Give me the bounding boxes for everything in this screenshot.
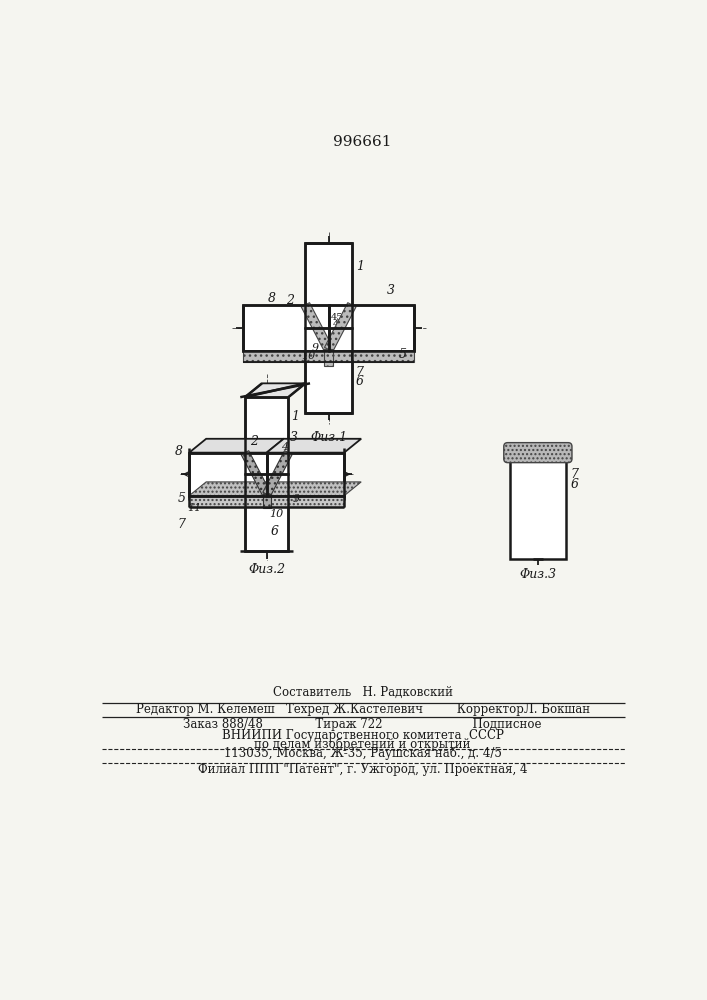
Text: 3: 3 <box>290 431 298 444</box>
Text: 11: 11 <box>187 503 201 513</box>
Polygon shape <box>245 397 288 474</box>
Text: 4: 4 <box>344 309 351 319</box>
Text: Редактор М. Келемеш   Техред Ж.Кастелевич         КорректорЛ. Бокшан: Редактор М. Келемеш Техред Ж.Кастелевич … <box>136 703 590 716</box>
Text: 8: 8 <box>268 292 276 305</box>
Text: 9: 9 <box>312 343 319 353</box>
Text: 1: 1 <box>291 410 300 423</box>
Polygon shape <box>263 451 292 496</box>
Text: 3: 3 <box>387 284 395 297</box>
Text: 1: 1 <box>356 260 363 273</box>
Polygon shape <box>189 453 267 496</box>
FancyBboxPatch shape <box>504 443 572 463</box>
Text: 45°: 45° <box>332 320 350 329</box>
Text: Φиз.3: Φиз.3 <box>520 568 556 581</box>
Text: 5: 5 <box>177 492 185 505</box>
Polygon shape <box>189 439 284 453</box>
Text: 9: 9 <box>292 494 299 504</box>
Bar <box>243 305 329 351</box>
Polygon shape <box>263 494 271 508</box>
Bar <box>510 459 566 559</box>
Polygon shape <box>267 439 361 453</box>
Polygon shape <box>245 383 305 397</box>
Bar <box>305 328 352 413</box>
Text: 2: 2 <box>250 435 257 448</box>
Text: 6: 6 <box>571 478 578 491</box>
Polygon shape <box>189 496 344 507</box>
Bar <box>329 305 414 351</box>
Text: ВНИИПИ Государственного комитета  СССР: ВНИИПИ Государственного комитета СССР <box>222 729 503 742</box>
Bar <box>305 328 352 413</box>
Text: 6: 6 <box>271 525 279 538</box>
Polygon shape <box>245 474 288 551</box>
Polygon shape <box>243 351 414 362</box>
Bar <box>329 305 414 351</box>
Text: 6: 6 <box>356 375 363 388</box>
Text: по делам изобретений и открытий: по делам изобретений и открытий <box>255 738 471 751</box>
Bar <box>243 305 329 351</box>
Text: 113035, Москва, Ж-35, Раушская наб., д. 4/5: 113035, Москва, Ж-35, Раушская наб., д. … <box>224 747 502 760</box>
Polygon shape <box>324 349 333 366</box>
Text: Φиз.1: Φиз.1 <box>310 431 347 444</box>
Text: 10: 10 <box>300 351 315 361</box>
Text: 8: 8 <box>175 445 183 458</box>
Bar <box>305 243 352 328</box>
Text: 7: 7 <box>571 468 578 481</box>
Text: 4: 4 <box>281 442 288 452</box>
Text: 5: 5 <box>398 348 407 361</box>
Text: 996661: 996661 <box>334 135 392 149</box>
Polygon shape <box>267 453 344 496</box>
Bar <box>305 243 352 328</box>
Text: 7: 7 <box>356 366 363 379</box>
Text: 7: 7 <box>177 518 185 531</box>
Text: Филиал ППП "Патент", г. Ужгород, ул. Проектная, 4: Филиал ППП "Патент", г. Ужгород, ул. Про… <box>198 763 527 776</box>
Text: Φиз.2: Φиз.2 <box>248 563 285 576</box>
Text: Составитель   Н. Радковский: Составитель Н. Радковский <box>273 686 452 699</box>
Text: 45°: 45° <box>331 313 348 322</box>
Polygon shape <box>189 482 361 496</box>
Text: Заказ 888/48              Тираж 722                        Подписное: Заказ 888/48 Тираж 722 Подписное <box>184 718 542 731</box>
Polygon shape <box>301 303 333 352</box>
Polygon shape <box>325 303 356 352</box>
Polygon shape <box>241 451 270 496</box>
Text: 2: 2 <box>286 294 294 307</box>
Text: 10: 10 <box>269 509 284 519</box>
